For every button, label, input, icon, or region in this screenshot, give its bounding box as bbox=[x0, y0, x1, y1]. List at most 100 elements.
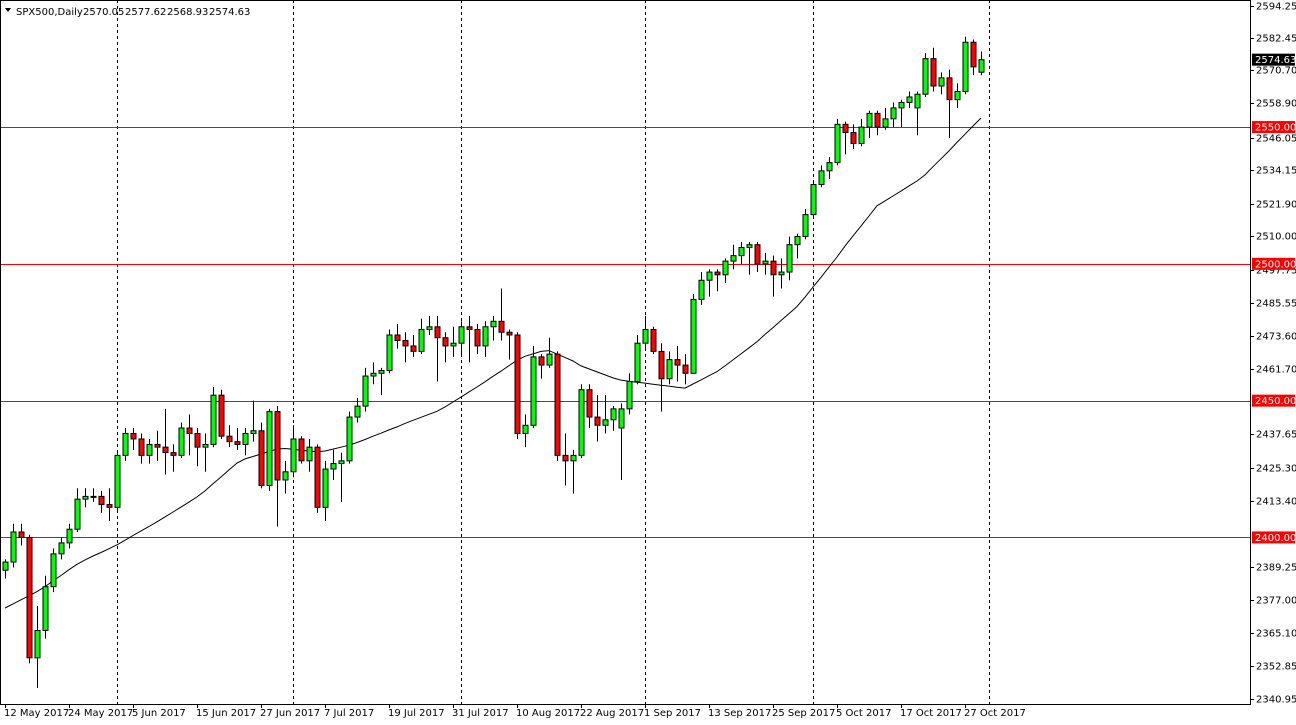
candle-body bbox=[962, 41, 969, 92]
candle-body bbox=[786, 244, 793, 273]
y-tick-label: 2437.65 bbox=[1256, 430, 1296, 441]
candle-body bbox=[922, 58, 929, 95]
candle-body bbox=[482, 326, 489, 347]
candle-body bbox=[714, 271, 721, 276]
x-tick-label: 27 Oct 2017 bbox=[964, 708, 1026, 719]
candle-body bbox=[706, 271, 713, 281]
candle-body bbox=[642, 329, 649, 344]
candle-body bbox=[850, 132, 857, 144]
candle-body bbox=[146, 443, 153, 456]
x-tick-label: 31 Jul 2017 bbox=[452, 708, 509, 719]
candle-body bbox=[66, 528, 73, 544]
y-tick-label: 2510.00 bbox=[1256, 232, 1296, 243]
candle-body bbox=[98, 495, 105, 506]
symbol-title: SPX500,Daily bbox=[16, 7, 83, 18]
candle-body bbox=[834, 123, 841, 164]
level-label: 2550.00 bbox=[1255, 123, 1296, 134]
level-label: 2500.00 bbox=[1255, 259, 1296, 270]
candle-body bbox=[458, 326, 465, 344]
x-tick-label: 5 Jun 2017 bbox=[132, 708, 186, 719]
candle-body bbox=[890, 107, 897, 120]
menu-arrow[interactable] bbox=[5, 8, 11, 12]
candle-body bbox=[234, 441, 241, 445]
candle-body bbox=[650, 329, 657, 352]
level-label: 2450.00 bbox=[1255, 396, 1296, 407]
x-tick-label: 7 Jul 2017 bbox=[324, 708, 374, 719]
candle-body bbox=[666, 359, 673, 380]
candle-body bbox=[682, 364, 689, 374]
candle-body bbox=[274, 411, 281, 481]
header-low: 2568.93 bbox=[167, 7, 208, 18]
candle-body bbox=[194, 432, 201, 448]
candle-body bbox=[82, 495, 89, 500]
candle-body bbox=[882, 118, 889, 128]
candle-body bbox=[314, 446, 321, 508]
x-tick-label: 24 May 2017 bbox=[68, 708, 133, 719]
candle-body bbox=[810, 184, 817, 216]
candle-body bbox=[250, 430, 257, 434]
candle-body bbox=[10, 531, 17, 563]
candle-body bbox=[490, 320, 497, 328]
candle-body bbox=[354, 405, 361, 418]
candle-body bbox=[818, 170, 825, 186]
candle-body bbox=[218, 394, 225, 437]
candle-body bbox=[586, 389, 593, 418]
x-tick-label: 27 Jun 2017 bbox=[260, 708, 320, 719]
candle-body bbox=[42, 586, 49, 631]
candle-body bbox=[170, 452, 177, 456]
candle-body bbox=[466, 326, 473, 331]
candle-body bbox=[898, 101, 905, 109]
candle-body bbox=[626, 380, 633, 410]
candle-body bbox=[770, 260, 777, 276]
candle-body bbox=[210, 394, 217, 445]
candle-body bbox=[858, 126, 865, 144]
candle-body bbox=[410, 345, 417, 352]
y-tick-label: 2340.95 bbox=[1256, 695, 1296, 706]
candle-body bbox=[874, 112, 881, 128]
candle-body bbox=[698, 279, 705, 300]
candle-body bbox=[866, 112, 873, 128]
candle-body bbox=[722, 260, 729, 276]
candle-body bbox=[794, 235, 801, 246]
y-tick-label: 2425.30 bbox=[1256, 464, 1296, 475]
candle-body bbox=[106, 504, 113, 508]
y-tick-label: 2485.55 bbox=[1256, 299, 1296, 310]
candle-body bbox=[754, 244, 761, 265]
y-tick-label: 2389.25 bbox=[1256, 563, 1296, 574]
candle-body bbox=[90, 495, 97, 498]
y-tick-label: 2497.75 bbox=[1256, 266, 1296, 277]
y-tick-label: 2582.45 bbox=[1256, 34, 1296, 45]
candle-body bbox=[202, 443, 209, 448]
candle-body bbox=[34, 629, 41, 659]
candle-body bbox=[26, 536, 33, 659]
candle-body bbox=[242, 432, 249, 445]
x-tick-label: 22 Aug 2017 bbox=[580, 708, 644, 719]
x-tick-label: 17 Oct 2017 bbox=[900, 708, 962, 719]
plot-frame bbox=[0, 0, 1251, 705]
candle-body bbox=[450, 342, 457, 347]
candle-body bbox=[338, 460, 345, 465]
moving-average bbox=[4, 117, 982, 609]
candle-body bbox=[802, 214, 809, 237]
candle-body bbox=[418, 329, 425, 352]
candle-body bbox=[658, 350, 665, 380]
candle-body bbox=[602, 419, 609, 426]
candle-body bbox=[778, 271, 785, 276]
candle-body bbox=[506, 331, 513, 336]
candle-body bbox=[346, 416, 353, 462]
candle-body bbox=[426, 326, 433, 331]
candle-body bbox=[498, 320, 505, 333]
candle-body bbox=[130, 432, 137, 440]
candle-body bbox=[378, 370, 385, 374]
x-tick-label: 12 May 2017 bbox=[4, 708, 69, 719]
candle-body bbox=[362, 375, 369, 407]
x-tick-label: 13 Sep 2017 bbox=[708, 708, 771, 719]
candle-body bbox=[842, 123, 849, 134]
candle-body bbox=[114, 454, 121, 508]
header-high: 2577.62 bbox=[125, 7, 166, 18]
candle-body bbox=[906, 96, 913, 103]
candle-body bbox=[226, 435, 233, 443]
x-tick-label: 15 Jun 2017 bbox=[196, 708, 256, 719]
candle-body bbox=[138, 438, 145, 456]
